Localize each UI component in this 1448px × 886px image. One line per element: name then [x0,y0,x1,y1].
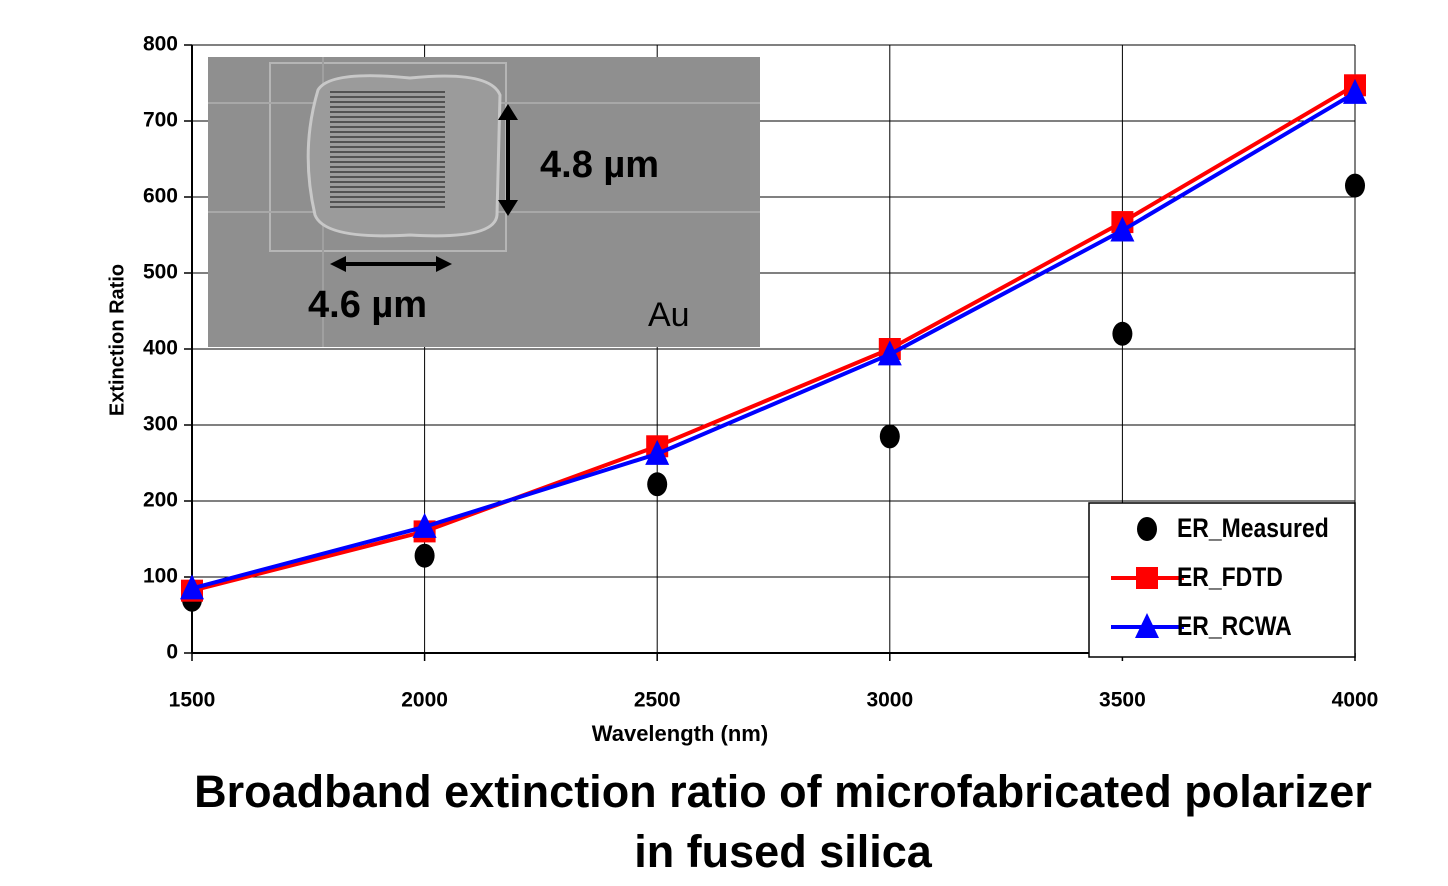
y-tick-label: 800 [143,33,178,56]
inset-pad [308,76,500,236]
marker-circle [1112,322,1132,346]
y-tick-label: 700 [143,109,178,132]
x-tick-label: 3000 [866,689,913,712]
y-tick-label: 600 [143,185,178,208]
legend-label: ER_RCWA [1177,611,1292,641]
marker-circle [880,424,900,448]
inset-image: 4.8 µm 4.6 µm Au [208,57,760,347]
y-tick-label: 300 [143,413,178,436]
page: 4.8 µm 4.6 µm Au Wavelength (nm) Extinct… [0,0,1448,886]
y-tick-label: 200 [143,489,178,512]
chart-title: Broadband extinction ratio of microfabri… [183,762,1383,882]
marker-circle [415,544,435,568]
x-axis-label: Wavelength (nm) [592,721,768,746]
x-tick-label: 1500 [169,689,216,712]
marker-circle [647,472,667,496]
marker-circle [1137,517,1157,541]
marker-square [1136,567,1158,589]
y-axis-label: Extinction Ratio [106,264,128,416]
y-tick-label: 400 [143,337,178,360]
inset-label: 4.6 µm [308,284,427,326]
legend-label: ER_FDTD [1177,562,1283,592]
x-tick-label: 2000 [401,689,448,712]
inset-label: 4.8 µm [540,144,659,186]
inset-label: Au [648,296,690,334]
marker-circle [1345,174,1365,198]
legend-label: ER_Measured [1177,513,1329,543]
x-tick-label: 3500 [1099,689,1146,712]
y-tick-label: 0 [166,641,178,664]
y-tick-label: 100 [143,565,178,588]
y-tick-label: 500 [143,261,178,284]
chart: 4.8 µm 4.6 µm Au Wavelength (nm) Extinct… [0,0,1448,886]
x-tick-label: 2500 [634,689,681,712]
x-tick-label: 4000 [1332,689,1379,712]
